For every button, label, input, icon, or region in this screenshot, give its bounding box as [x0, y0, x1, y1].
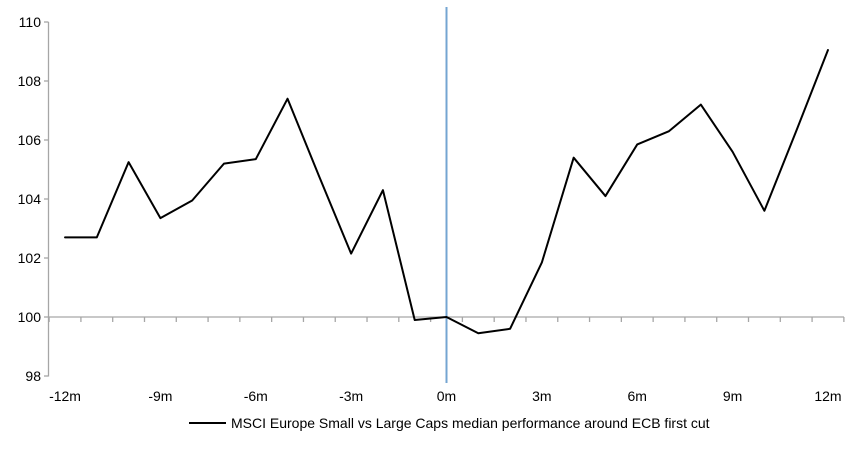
y-tick-label: 100: [18, 309, 42, 325]
x-tick-label: 9m: [723, 388, 742, 404]
x-tick-label: -12m: [49, 388, 81, 404]
x-tick-label: 6m: [628, 388, 647, 404]
y-tick-label: 98: [25, 368, 41, 384]
y-tick-label: 108: [18, 73, 42, 89]
x-tick-label: 12m: [814, 388, 841, 404]
x-tick-label: 0m: [437, 388, 456, 404]
y-tick-label: 104: [18, 191, 42, 207]
y-tick-label: 106: [18, 132, 42, 148]
series-line: [64, 49, 829, 335]
x-tick-label: 3m: [532, 388, 551, 404]
x-tick-label: -6m: [244, 388, 268, 404]
legend-label: MSCI Europe Small vs Large Caps median p…: [231, 415, 710, 431]
x-tick-label: -9m: [148, 388, 172, 404]
x-tick-label: -3m: [339, 388, 363, 404]
y-tick-label: 110: [19, 14, 42, 30]
y-tick-label: 102: [18, 250, 42, 266]
